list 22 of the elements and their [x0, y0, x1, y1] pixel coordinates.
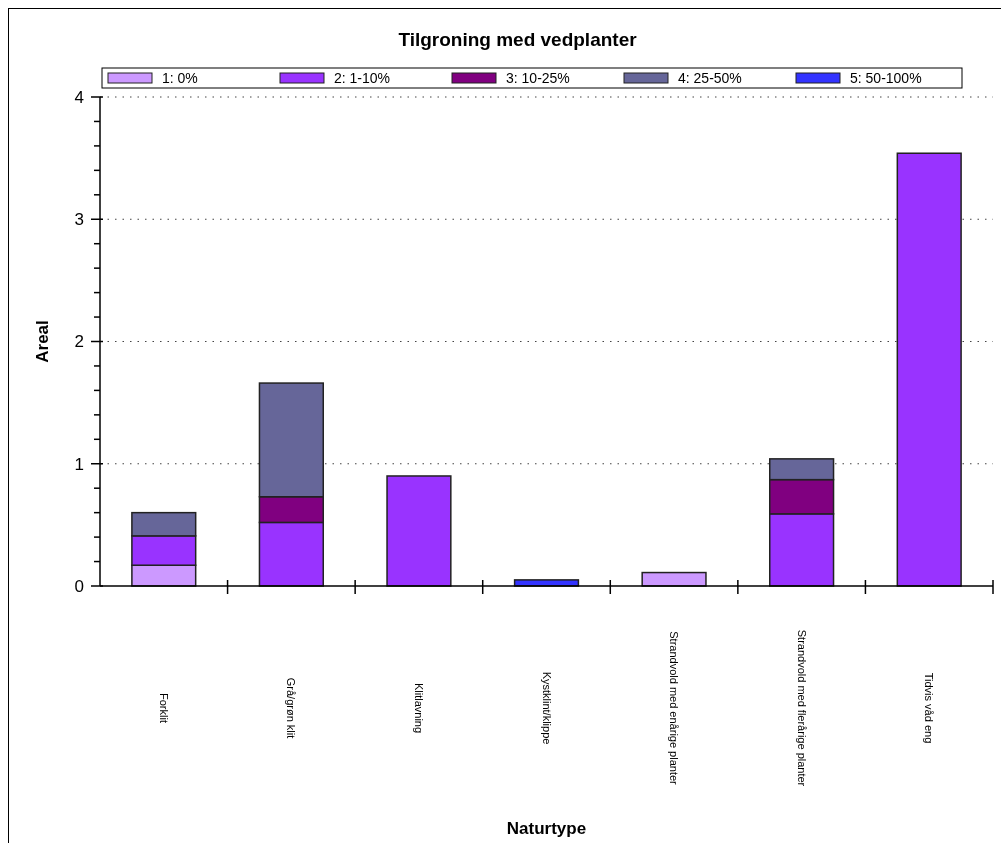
- legend-label: 4: 25-50%: [678, 69, 742, 86]
- legend-label: 1: 0%: [162, 69, 198, 86]
- bar: [896, 152, 962, 587]
- legend-label: 3: 10-25%: [506, 69, 570, 86]
- y-tick-label: 1: [74, 454, 84, 474]
- y-tick-label: 4: [74, 87, 84, 107]
- chart-title: Tilgroning med vedplanter: [398, 29, 638, 50]
- bar: [386, 475, 452, 587]
- y-tick-label: 2: [74, 332, 84, 352]
- x-tick-label: Strandvold med enårige planter: [668, 631, 681, 786]
- x-tick-label: Tidvis våd eng: [923, 672, 936, 744]
- y-tick-label: 3: [74, 210, 84, 230]
- x-tick-label: Strandvold med flerårige planter: [795, 629, 808, 787]
- x-axis-title: Naturtype: [506, 819, 587, 838]
- y-axis-title: Areal: [33, 320, 52, 363]
- x-tick-label: Forklit: [157, 693, 170, 723]
- x-tick-label: Kystklint/klippe: [540, 671, 553, 745]
- y-tick-label: 0: [74, 576, 84, 596]
- x-tick-label: Grå/grøn klit: [285, 677, 298, 739]
- legend-label: 2: 1-10%: [334, 69, 391, 86]
- x-tick-label: Klitlavning: [413, 682, 426, 734]
- legend-label: 5: 50-100%: [850, 69, 922, 86]
